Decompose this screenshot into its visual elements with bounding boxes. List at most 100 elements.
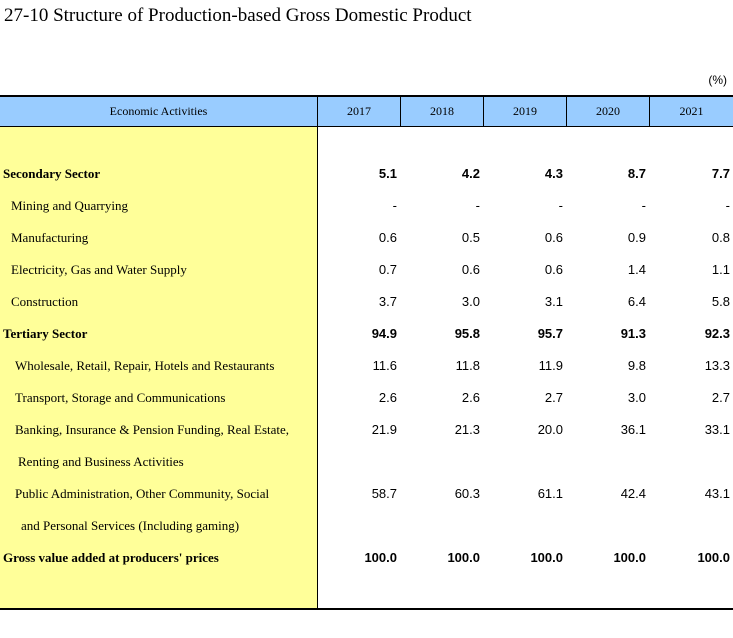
cell-2017: 100.0: [364, 550, 397, 565]
cell-2017: [337, 446, 397, 478]
header-year-2017: 2017: [317, 97, 400, 126]
table-row: Electricity, Gas and Water Supply 0.7 0.6 0…: [0, 254, 733, 286]
row-label: Banking, Insurance & Pension Funding, Re…: [15, 422, 290, 437]
cell-2017: 58.7: [371, 486, 397, 501]
header-year-2020: 2020: [566, 97, 649, 126]
table-row: Renting and Business Activities: [0, 446, 733, 478]
row-label: and Personal Services (Including gaming): [21, 518, 240, 533]
data-table: Economic Activities 2017 2018 2019 2020 …: [0, 95, 733, 610]
cell-2018: [420, 446, 480, 478]
row-label: Electricity, Gas and Water Supply: [11, 262, 187, 277]
cell-2020: 100.0: [613, 550, 646, 565]
cell-2019: -: [558, 198, 563, 213]
cell-2021: 5.8: [711, 294, 730, 309]
cell-2021: 33.1: [704, 422, 730, 437]
cell-2017: [337, 510, 397, 542]
cell-2019: 2.7: [544, 390, 563, 405]
row-label: Wholesale, Retail, Repair, Hotels and Re…: [15, 358, 275, 373]
row-label: Mining and Quarrying: [11, 198, 128, 213]
cell-2018: 100.0: [447, 550, 480, 565]
table-row: Transport, Storage and Communications 2.6…: [0, 382, 733, 414]
table-row: Manufacturing 0.6 0.5 0.6 0.9 0.8: [0, 222, 733, 254]
cell-2020: [586, 510, 646, 542]
cell-2017: 0.6: [378, 230, 397, 245]
table-row: Mining and Quarrying - - - - -: [0, 190, 733, 222]
cell-2019: [503, 446, 563, 478]
unit-label: (%): [708, 73, 727, 87]
cell-2018: [420, 510, 480, 542]
cell-2018: 3.0: [461, 294, 480, 309]
cell-2018: 21.3: [454, 422, 480, 437]
cell-2020: 8.7: [627, 166, 646, 181]
table-row: Gross value added at producers' prices 10…: [0, 542, 733, 574]
table-row: Construction 3.7 3.0 3.1 6.4 5.8: [0, 286, 733, 318]
cell-2018: 60.3: [454, 486, 480, 501]
row-label: Tertiary Sector: [3, 326, 88, 341]
cell-2020: 6.4: [627, 294, 646, 309]
cell-2020: 36.1: [620, 422, 646, 437]
cell-2019: 61.1: [537, 486, 563, 501]
cell-2020: 3.0: [627, 390, 646, 405]
cell-2020: 91.3: [620, 326, 646, 341]
cell-2019: 100.0: [530, 550, 563, 565]
cell-2018: 95.8: [454, 326, 480, 341]
cell-2017: 11.6: [372, 358, 397, 373]
header-year-2019: 2019: [483, 97, 566, 126]
cell-2017: 0.7: [378, 262, 397, 277]
cell-2018: 4.2: [461, 166, 480, 181]
row-label: Gross value added at producers' prices: [3, 550, 219, 565]
header-year-2018: 2018: [400, 97, 483, 126]
header-year-2021: 2021: [649, 97, 733, 126]
cell-2020: 0.9: [627, 230, 646, 245]
row-label: Public Administration, Other Community, …: [15, 486, 270, 501]
cell-2020: 42.4: [620, 486, 646, 501]
cell-2018: -: [475, 198, 480, 213]
page-title: 27-10 Structure of Production-based Gros…: [4, 5, 472, 26]
label-column: [0, 97, 318, 608]
cell-2019: 4.3: [544, 166, 563, 181]
row-label: Transport, Storage and Communications: [15, 390, 226, 405]
cell-2019: [503, 510, 563, 542]
cell-2019: 11.9: [538, 358, 563, 373]
cell-2017: 21.9: [371, 422, 397, 437]
cell-2017: 94.9: [371, 326, 397, 341]
cell-2017: -: [392, 198, 397, 213]
cell-2020: -: [641, 198, 646, 213]
cell-2019: 3.1: [544, 294, 563, 309]
cell-2021: 1.1: [711, 262, 730, 277]
table-row: Wholesale, Retail, Repair, Hotels and Re…: [0, 350, 733, 382]
cell-2021: 92.3: [704, 326, 730, 341]
cell-2017: 3.7: [378, 294, 397, 309]
table-row: Secondary Sector 5.1 4.2 4.3 8.7 7.7: [0, 158, 733, 190]
table-row: Public Administration, Other Community, …: [0, 478, 733, 510]
row-label: Manufacturing: [11, 230, 89, 245]
cell-2021: 43.1: [704, 486, 730, 501]
cell-2019: 0.6: [544, 262, 563, 277]
row-label: Construction: [11, 294, 79, 309]
cell-2021: 2.7: [711, 390, 730, 405]
cell-2018: 11.8: [455, 358, 480, 373]
cell-2018: 0.5: [461, 230, 480, 245]
cell-2021: [670, 510, 730, 542]
cell-2020: 9.8: [627, 358, 646, 373]
cell-2020: 1.4: [627, 262, 646, 277]
cell-2018: 2.6: [461, 390, 480, 405]
table-row: Tertiary Sector 94.9 95.8 95.7 91.3 92.3: [0, 318, 733, 350]
cell-2021: [670, 446, 730, 478]
header-economic-activities: Economic Activities: [109, 104, 208, 118]
table-row: Banking, Insurance & Pension Funding, Re…: [0, 414, 733, 446]
cell-2021: 7.7: [711, 166, 730, 181]
table-header: Economic Activities 2017 2018 2019 2020 …: [0, 97, 733, 127]
cell-2021: 0.8: [711, 230, 730, 245]
table-row: and Personal Services (Including gaming): [0, 510, 733, 542]
cell-2017: 5.1: [378, 166, 397, 181]
cell-2017: 2.6: [378, 390, 397, 405]
row-label: Renting and Business Activities: [18, 454, 184, 469]
cell-2019: 20.0: [537, 422, 563, 437]
cell-2020: [586, 446, 646, 478]
cell-2021: -: [725, 198, 730, 213]
cell-2021: 13.3: [704, 358, 730, 373]
cell-2018: 0.6: [461, 262, 480, 277]
row-label: Secondary Sector: [3, 166, 101, 181]
cell-2019: 95.7: [537, 326, 563, 341]
